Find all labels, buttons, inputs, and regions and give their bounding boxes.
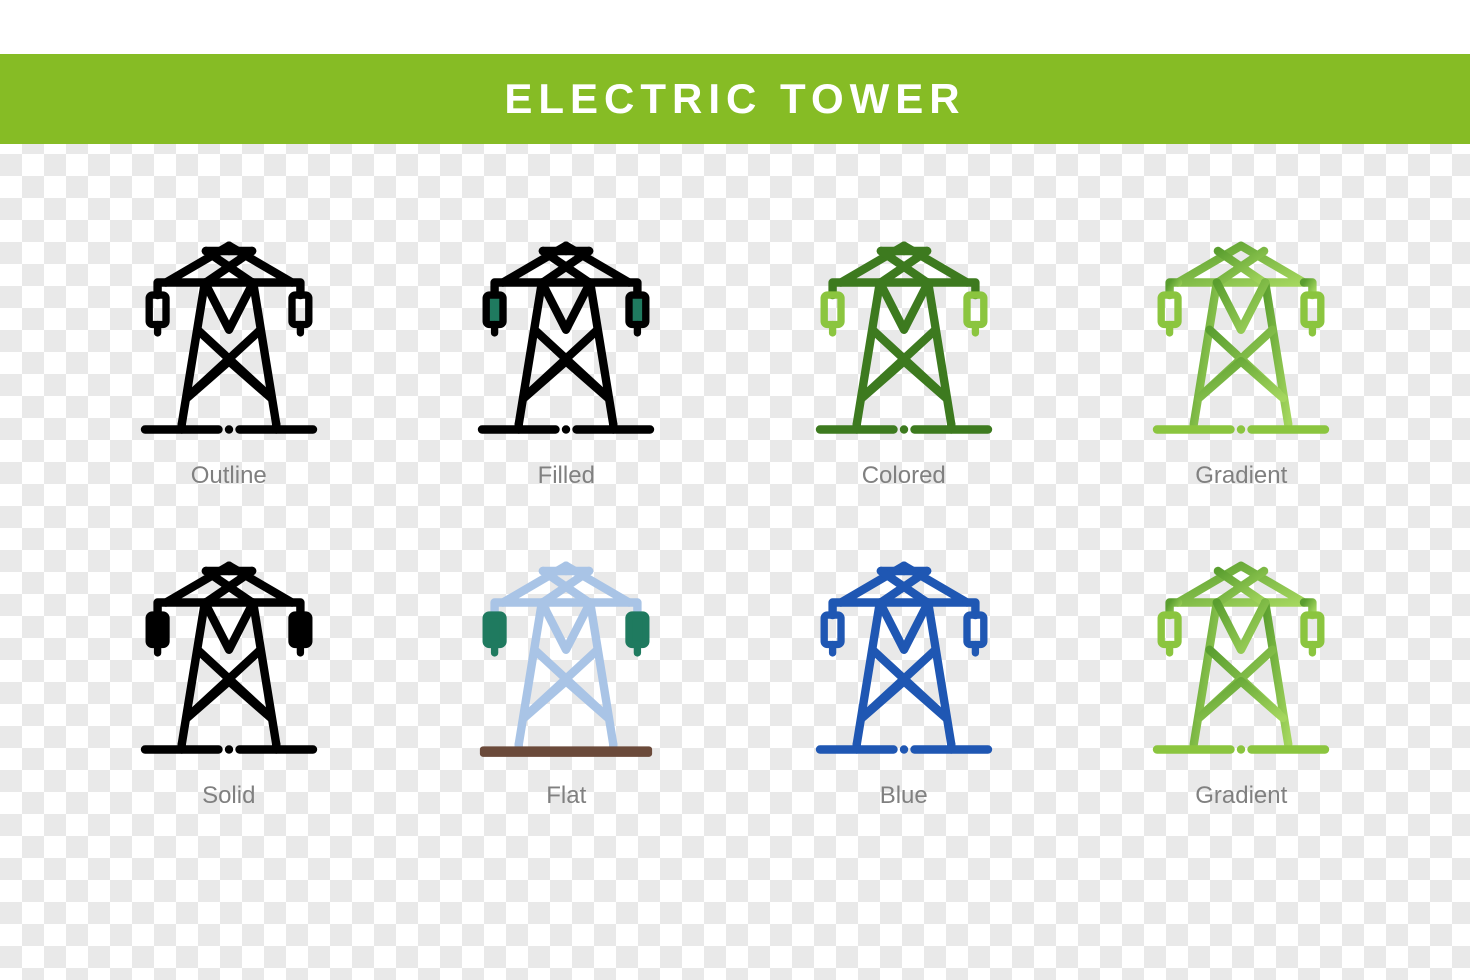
electric-tower-icon <box>124 550 334 760</box>
electric-tower-icon <box>1136 230 1346 440</box>
icon-caption: Gradient <box>1195 462 1287 490</box>
top-white-band <box>0 0 1470 54</box>
icon-cell: Blue <box>785 550 1023 810</box>
icon-cell: Filled <box>448 230 686 490</box>
icon-caption: Flat <box>546 782 586 810</box>
icon-cell: Colored <box>785 230 1023 490</box>
icon-caption: Filled <box>538 462 595 490</box>
icon-cell: Gradient <box>1123 550 1361 810</box>
icon-caption: Outline <box>191 462 267 490</box>
electric-tower-icon <box>461 230 671 440</box>
icon-cell: Solid <box>110 550 348 810</box>
icon-cell: Flat <box>448 550 686 810</box>
page-title: ELECTRIC TOWER <box>504 75 965 123</box>
icon-caption: Gradient <box>1195 782 1287 810</box>
icon-caption: Colored <box>862 462 946 490</box>
electric-tower-icon <box>461 550 671 760</box>
electric-tower-icon <box>124 230 334 440</box>
icon-grid: Outline <box>110 230 1360 810</box>
title-banner: ELECTRIC TOWER <box>0 54 1470 144</box>
icon-cell: Outline <box>110 230 348 490</box>
icon-cell: Gradient <box>1123 230 1361 490</box>
icon-caption: Blue <box>880 782 928 810</box>
icon-caption: Solid <box>202 782 255 810</box>
electric-tower-icon <box>799 230 1009 440</box>
electric-tower-icon <box>799 550 1009 760</box>
electric-tower-icon <box>1136 550 1346 760</box>
